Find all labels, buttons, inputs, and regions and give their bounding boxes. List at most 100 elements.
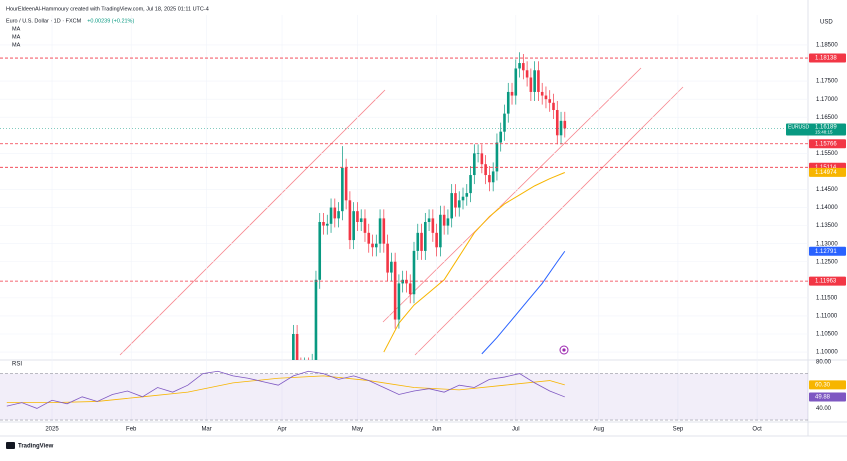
candle-body (348, 200, 352, 241)
y-tick-label: 1.11500 (816, 295, 838, 301)
candle-body (540, 91, 544, 96)
candle-body (461, 196, 465, 201)
candle-body (506, 91, 510, 114)
axes: 1.18500 1.17500 1.17000 1.16500 1.15500 1.145… (45, 43, 838, 433)
candle-body (408, 283, 412, 295)
x-tick-label: Mar (201, 427, 211, 433)
candle-body (533, 70, 536, 92)
candle-body (416, 232, 420, 251)
channel-line (119, 89, 386, 356)
symbol-title: Euro / U.S. Dollar · 1D · FXCM (6, 18, 82, 24)
x-tick-label: Jun (432, 427, 442, 433)
candle-body (465, 193, 469, 197)
price-badge-label: 1.12791 (815, 249, 837, 255)
price-badge-label: 60.30 (815, 382, 831, 388)
candle-body (329, 207, 333, 224)
channel-line (414, 86, 684, 356)
x-tick-label: Apr (277, 427, 286, 433)
brand: TradingView (18, 444, 54, 450)
candle-body (510, 91, 514, 96)
y-tick-label: 1.16500 (816, 115, 838, 121)
candle-body (359, 218, 363, 222)
price-badge (809, 246, 846, 256)
candle-body (374, 243, 378, 248)
price-badge-label: 1.15766 (815, 141, 837, 147)
candle-body (495, 142, 499, 172)
y-tick-label: 1.17500 (816, 79, 838, 85)
candle-body (491, 171, 495, 183)
candle-body (457, 200, 461, 208)
candle-body (378, 218, 382, 244)
y-tick-label: 1.13000 (816, 241, 838, 247)
x-tick-label: Sep (673, 427, 684, 433)
candle-body (488, 175, 491, 183)
indicator-label: MA (12, 34, 21, 40)
last-price-label: 1.16189 (815, 125, 837, 131)
channel-line (382, 67, 642, 323)
candle-body (386, 243, 389, 273)
price-badge-label: 49.88 (815, 395, 831, 401)
moving-average (383, 172, 565, 353)
candle-body (454, 193, 457, 208)
x-tick-label: Jul (512, 427, 520, 433)
candle-body (446, 218, 450, 226)
currency: USD (820, 20, 833, 26)
last-price-badge (786, 123, 846, 136)
y-tick-label: 1.12500 (816, 259, 838, 265)
price-badge-label: 1.18138 (815, 56, 837, 62)
candle-body (397, 283, 401, 320)
candle-body (522, 63, 525, 71)
symbol-label: EURUSD (788, 124, 810, 130)
price-badge (809, 392, 846, 402)
rsi-pane (0, 360, 808, 422)
candle-body (344, 167, 348, 201)
candle-body (292, 333, 295, 360)
author-line: HourEldeenAl-Hammoury created with Tradi… (6, 6, 209, 12)
candle-body (476, 153, 480, 154)
price-badge-label: 1.11963 (815, 279, 837, 285)
main-pane (0, 15, 808, 360)
countdown-label: 15:48:15 (815, 130, 833, 135)
price-badge-label: 1.14974 (815, 170, 837, 176)
candle-body (548, 99, 552, 103)
candle-body (405, 279, 408, 284)
price-change: +0.00239 (+0.21%) (87, 18, 134, 24)
event-icon-dot (562, 348, 566, 352)
candle-body (367, 232, 371, 244)
candle-body (318, 222, 322, 280)
candle-body (518, 63, 521, 69)
price-badge (809, 139, 846, 149)
candle-body (420, 232, 423, 251)
candle-body (559, 120, 563, 136)
drawings (119, 67, 684, 356)
rsi-tick-label: 40.00 (816, 406, 832, 412)
candle-body (563, 120, 567, 129)
price-badge (809, 53, 846, 63)
candle-body (439, 214, 442, 248)
y-tick-label: 1.15500 (816, 151, 838, 157)
candle-body (424, 222, 427, 251)
x-tick-label: Aug (593, 427, 604, 433)
rsi-band (0, 373, 808, 421)
candle-body (314, 279, 318, 360)
candle-body (322, 222, 325, 226)
y-tick-label: 1.10500 (816, 332, 838, 338)
candle-body (473, 153, 476, 176)
rsi-title: RSI (12, 362, 22, 368)
y-tick-label: 1.13500 (816, 223, 838, 229)
price-badge (809, 167, 846, 177)
candle-body (435, 232, 438, 248)
candle-body (337, 211, 340, 219)
x-tick-label: May (352, 427, 363, 433)
candle-body (356, 211, 359, 222)
candle-body (341, 167, 344, 212)
candle-body (480, 153, 484, 165)
rsi-line (6, 370, 565, 409)
y-tick-label: 1.11000 (816, 314, 838, 320)
candle-body (412, 250, 416, 295)
candle-body (552, 102, 555, 111)
price-badge (809, 276, 846, 286)
candle-body (555, 110, 559, 136)
